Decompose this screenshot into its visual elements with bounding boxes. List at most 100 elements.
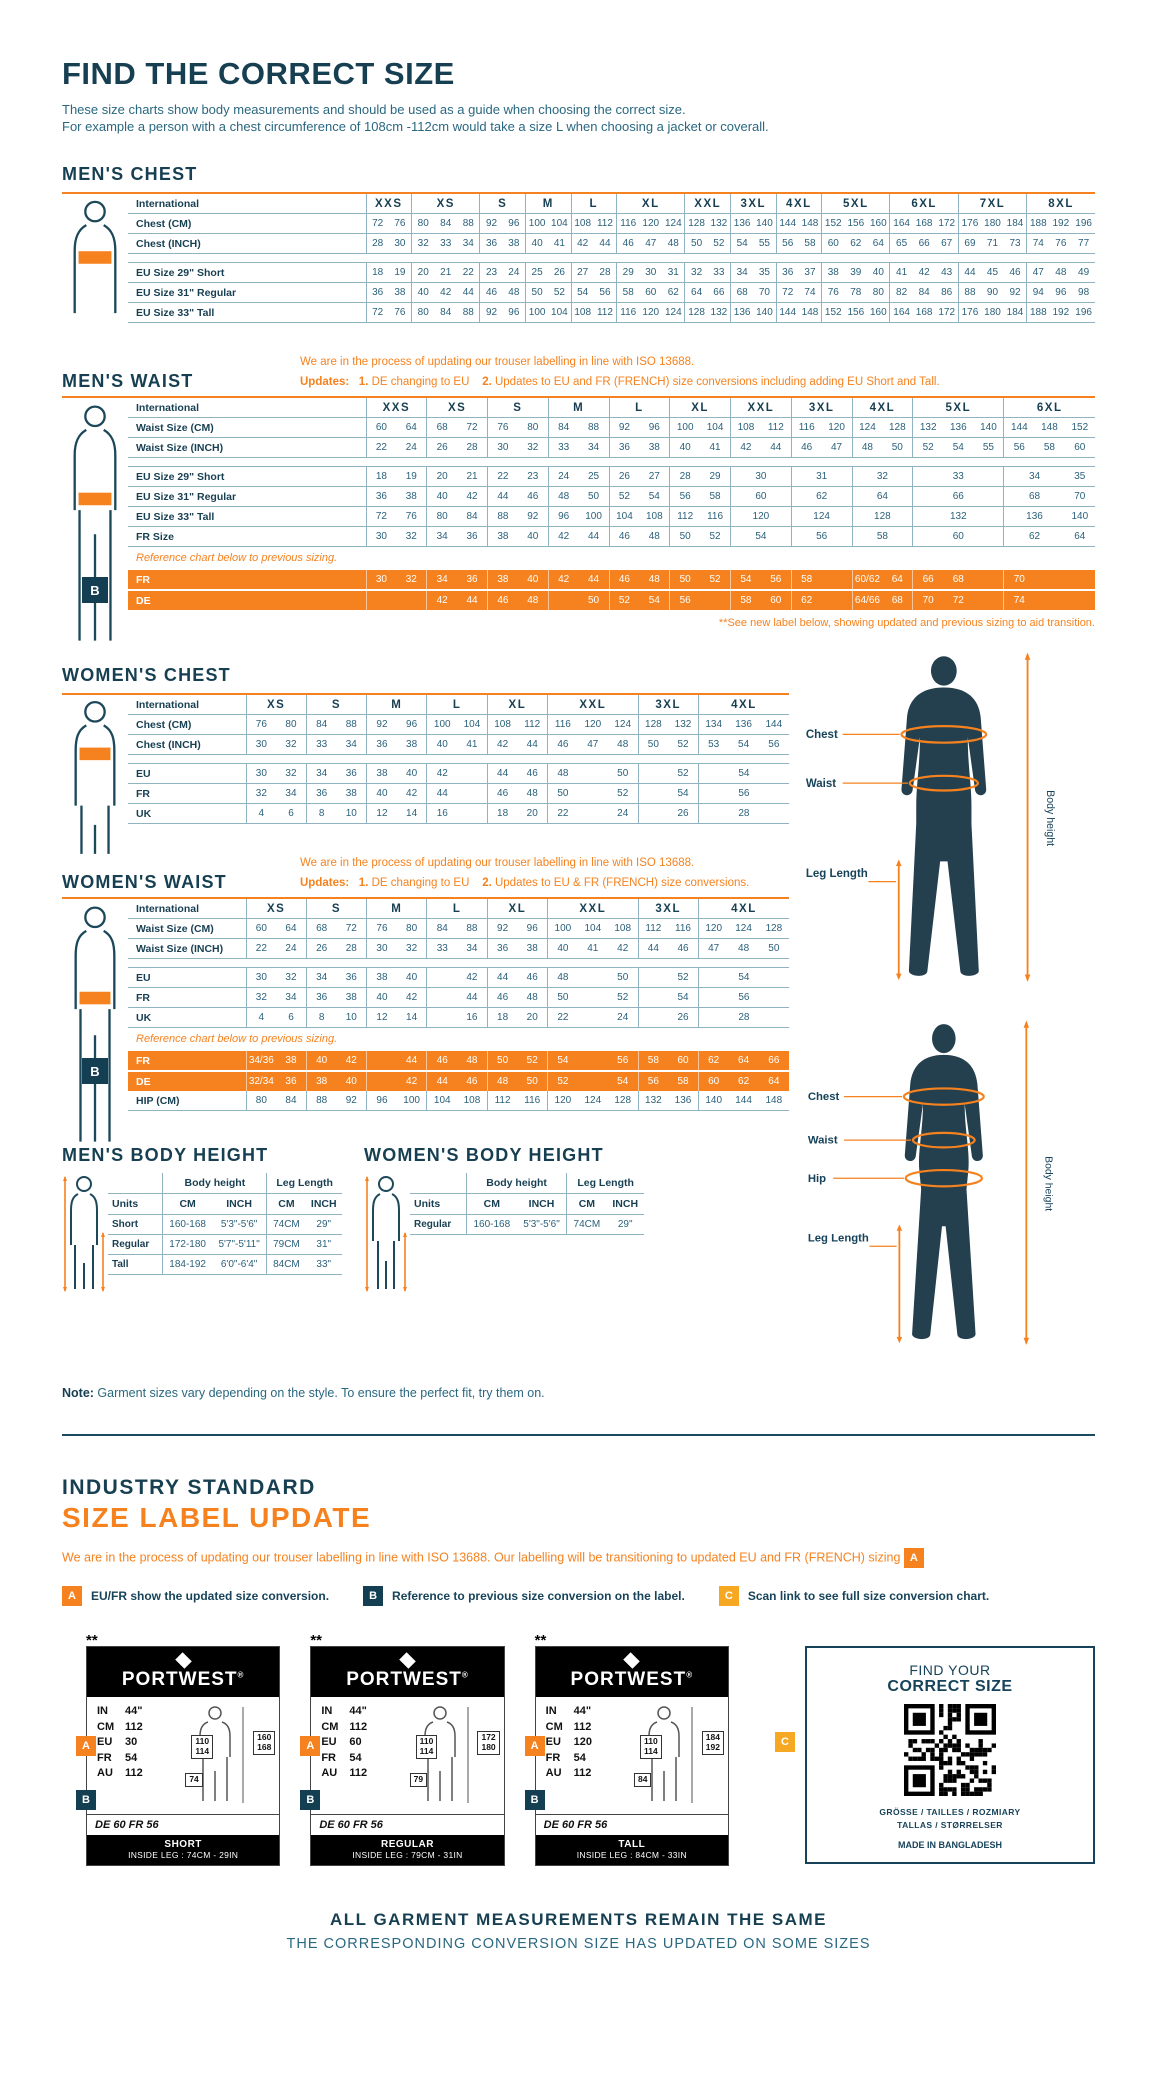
a-badge: A: [524, 1736, 545, 1757]
label-measure-row: IN 44": [545, 1705, 592, 1718]
label-previous-sizing: DE 60 FR 56: [87, 1814, 280, 1835]
svg-text:Leg Length: Leg Length: [808, 1233, 869, 1245]
size-labels-row: ** PORTWEST® IN 44" CM 112 EU 30 FR 54 AU 112: [76, 1632, 1095, 1867]
b-badge: B: [300, 1790, 321, 1811]
label-previous-sizing: DE 60 FR 56: [311, 1814, 504, 1835]
womens-hip-table: HIP (CM) 80 84 88 92 96 100 104 108 112 116 120 124 1…: [128, 1091, 789, 1112]
svg-text:Body height: Body height: [1044, 790, 1056, 846]
womens-body-height-table: Body height Leg Length Units CM INCH CM INCH Re…: [410, 1173, 644, 1236]
label-measure-row: EU 120: [545, 1736, 593, 1749]
label-measure-row: IN 44": [321, 1705, 367, 1718]
womens-chest-table: International XS S M L XL XXL 3XL 4XL Chest (CM) 7…: [128, 695, 789, 825]
table-row: Waist Size (INCH) 22 24 26 28 30 32 33 34 36 38 40 4…: [128, 938, 789, 960]
mens-body-height-section: MEN'S BODY HEIGHT Body height Leg Length U…: [62, 1145, 342, 1293]
table-row: FR Size 30 32 34 36 38 40 42 44 46 48 50 52 54 56 58 60 6…: [128, 526, 1095, 548]
svg-text:Leg Length: Leg Length: [806, 868, 868, 880]
table-row: Waist Size (CM) 60 64 68 72 76 80 84 88 92 96 100 10…: [128, 417, 1095, 439]
table-row: Waist Size (INCH) 22 24 26 28 30 32 33 34 36 38 40 4…: [128, 437, 1095, 459]
industry-standard-heading: INDUSTRY STANDARD: [62, 1476, 316, 1500]
label-measure-row: CM 112: [545, 1720, 592, 1733]
womens-body-height-section: WOMEN'S BODY HEIGHT Body height Leg Lengt…: [364, 1145, 644, 1293]
stars-marker: **: [310, 1632, 323, 1650]
mens-waist-footnote: **See new label below, showing updated a…: [718, 617, 1095, 630]
table-row: Tall 184-192 6'0"-6'4" 84CM 33": [108, 1254, 342, 1276]
mens-body-height-table: Body height Leg Length Units CM INCH CM INCH Sh…: [108, 1173, 342, 1276]
mens-waist-table: International XXS XS S M L XL XXL 3XL 4XL 5XL 6XL Wa…: [128, 398, 1095, 548]
intro-line-2: For example a person with a chest circum…: [62, 119, 769, 134]
label-figure: 110 114 172 180 79: [408, 1705, 500, 1810]
mens-body-height-title: MEN'S BODY HEIGHT: [62, 1145, 269, 1166]
label-update-paragraph: We are in the process of updating our tr…: [62, 1548, 1095, 1569]
table-row: Chest (INCH) 30 32 33 34 36 38 40 41 42 44 46 47 48 50…: [128, 734, 789, 756]
footer-line-2: THE CORRESPONDING CONVERSION SIZE HAS UP…: [286, 1936, 871, 1953]
label-previous-sizing: DE 60 FR 56: [535, 1814, 728, 1835]
table-row: EU Size 33" Tall 72 76 80 84 88 92 96 100 104 108 1…: [128, 302, 1095, 323]
b-badge: B: [82, 577, 108, 604]
portwest-logo: PORTWEST®: [311, 1647, 504, 1698]
section-divider: [62, 1434, 1095, 1437]
b-badge: B: [82, 1058, 108, 1085]
portwest-diamond-icon: [623, 1652, 641, 1669]
c-badge: C: [774, 1732, 795, 1753]
womens-waist-reference-note: Reference chart below to previous sizing…: [136, 1033, 338, 1046]
table-row: DE 42 44 46 48 50 52 54 56 58 60 62 64/66 68 70 72 74: [128, 590, 1095, 611]
size-guide-page: FIND THE CORRECT SIZE These size charts …: [62, 56, 1095, 1953]
qr-card-wrap: C FIND YOUR CORRECT SIZE GRÖSSE / TAILLE…: [774, 1646, 1095, 1864]
size-label-tall: ** PORTWEST® IN 44" CM 112 EU 120 FR 54 AU 112: [524, 1632, 729, 1867]
label-figure: 110 114 160 168 74: [183, 1705, 276, 1810]
label-inside-leg: INSIDE LEG : 74CM - 29IN: [128, 1850, 239, 1861]
legend-item-c: C Scan link to see full size conversion c…: [718, 1586, 989, 1607]
table-row: Regular 172-180 5'7"-5'11" 79CM 31": [108, 1234, 342, 1256]
intro-line-1: These size charts show body measurements…: [62, 102, 686, 117]
table-row: FR 32 34 36 38 40 42 44 46 48 50 52 54 56: [128, 987, 789, 1009]
label-measure-row: CM 112: [97, 1720, 143, 1733]
label-measurements: IN 44" CM 112 EU 120 FR 54 AU 112: [546, 1705, 632, 1810]
womens-chest-figure-icon: [62, 695, 128, 855]
man-measurement-figure: Chest Waist Leg Length Body height: [806, 652, 1056, 982]
table-row: UK 4 6 8 10 12 14 16 18 20 22 24 26 28: [128, 803, 789, 825]
size-label-regular: ** PORTWEST® IN 44" CM 112 EU 60 FR 54 AU 112: [300, 1632, 505, 1867]
womens-chest-section: WOMEN'S CHEST International XS S M L XL XXL 3XL…: [62, 665, 789, 855]
table-row: EU Size 33" Tall 72 76 80 84 88 92 96 100 104 108 1…: [128, 506, 1095, 528]
a-badge: A: [903, 1548, 924, 1569]
label-variant: TALL: [618, 1839, 646, 1851]
table-row: UK 4 6 8 10 12 14 16 18 20 22 24 26 28: [128, 1007, 789, 1029]
legend-item-b: B Reference to previous size conversion o…: [363, 1586, 685, 1607]
table-row: EU Size 29" Short 18 19 20 21 22 23 24 25 26 27 28 2…: [128, 466, 1095, 488]
label-measure-row: CM 112: [321, 1720, 368, 1733]
table-row: FR 34/36 38 40 42 44 46 48 50 52 54 56 58 60 62 64 66: [128, 1051, 789, 1073]
table-row: FR 32 34 36 38 40 42 44 46 48 50 52 54 56: [128, 783, 789, 805]
table-row: EU 30 32 34 36 38 40 42 44 46 48 50 52 54: [128, 967, 789, 989]
mens-chest-section: MEN'S CHEST International XXS XS S M L XL XXL 3X…: [62, 164, 1095, 323]
womens-chest-title: WOMEN'S CHEST: [62, 665, 231, 686]
womens-waist-title: WOMEN'S WAIST: [62, 872, 227, 893]
label-measurements: IN 44" CM 112 EU 30 FR 54 AU 112: [97, 1705, 183, 1810]
label-measure-row: IN 44": [97, 1705, 143, 1718]
table-row: Short 160-168 5'3"-5'6" 74CM 29": [108, 1214, 342, 1236]
table-row: Waist Size (CM) 60 64 68 72 76 80 84 88 92 96 100 10…: [128, 918, 789, 940]
womens-body-height-title: WOMEN'S BODY HEIGHT: [364, 1145, 604, 1166]
table-row: Chest (CM) 76 80 84 88 92 96 100 104 108 112 116 120…: [128, 714, 789, 736]
mens-waist-iso-note: We are in the process of updating our tr…: [300, 356, 940, 388]
mens-waist-reference-note: Reference chart below to previous sizing…: [136, 552, 338, 565]
page-title: FIND THE CORRECT SIZE: [62, 56, 455, 91]
c-badge: C: [718, 1586, 739, 1607]
b-badge: B: [524, 1790, 545, 1811]
label-inside-leg: INSIDE LEG : 79CM - 31IN: [352, 1850, 463, 1861]
mens-waist-figure-icon: [62, 398, 128, 641]
svg-text:Chest: Chest: [808, 1091, 840, 1103]
label-measure-row: FR 54: [97, 1751, 138, 1764]
mens-chest-table: International XXS XS S M L XL XXL 3XL 4XL 5XL 6XL 7X…: [128, 194, 1095, 323]
stars-marker: **: [86, 1632, 98, 1650]
legend-item-a: A EU/FR show the updated size conversion.: [62, 1586, 329, 1607]
label-measurements: IN 44" CM 112 EU 60 FR 54 AU 112: [321, 1705, 407, 1810]
table-row: DE 32/34 36 38 40 42 44 46 48 50 52 54 56 58 60 62 64: [128, 1071, 789, 1092]
mens-waist-section: MEN'S WAIST We are in the process of upd…: [62, 353, 1095, 641]
qr-card: FIND YOUR CORRECT SIZE GRÖSSE / TAILLES …: [804, 1646, 1095, 1864]
label-variant: SHORT: [164, 1839, 202, 1851]
garment-note: Note: Garment sizes vary depending on th…: [62, 1386, 545, 1401]
portwest-diamond-icon: [399, 1652, 416, 1669]
table-row: HIP (CM) 80 84 88 92 96 100 104 108 112 116 120 124 1…: [128, 1091, 789, 1112]
table-row: Chest (CM) 72 76 80 84 88 92 96 100 104 108 112 116 1…: [128, 213, 1095, 234]
table-row: EU Size 31" Regular 36 38 40 42 44 46 48 50 52 54 5…: [128, 282, 1095, 303]
